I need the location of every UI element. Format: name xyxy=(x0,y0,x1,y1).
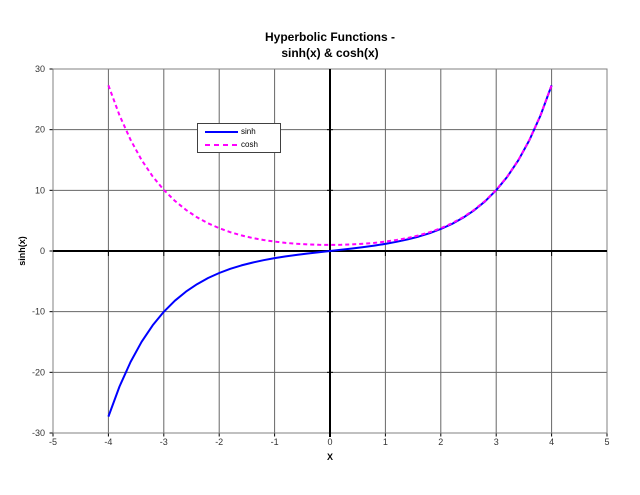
y-tick-label: -10 xyxy=(32,307,45,317)
legend-label-sinh: sinh xyxy=(241,126,256,136)
x-axis-label: X xyxy=(326,452,333,462)
sinh-series-line xyxy=(107,85,553,417)
x-tick-label: 4 xyxy=(549,437,554,447)
x-tick-label: 1 xyxy=(383,437,388,447)
x-tick-label: 3 xyxy=(494,437,499,447)
y-tick-label: -20 xyxy=(32,367,45,377)
y-tick-label: -30 xyxy=(32,428,45,438)
y-tick-label: 20 xyxy=(35,125,45,135)
y-tick-label: 0 xyxy=(40,246,45,256)
x-tick-label: -2 xyxy=(215,437,223,447)
chart-title-line2: sinh(x) & cosh(x) xyxy=(281,46,379,60)
x-tick-label: -4 xyxy=(104,437,112,447)
legend-item-sinh: sinh xyxy=(205,125,276,138)
cosh-line-sample-icon xyxy=(205,143,238,146)
cosh-series-line xyxy=(107,84,553,246)
y-tick-label: 30 xyxy=(35,64,45,74)
chart-title: Hyperbolic Functions - sinh(x) & cosh(x) xyxy=(53,29,607,61)
x-tick-label: 0 xyxy=(327,437,332,447)
legend-label-cosh: cosh xyxy=(241,139,258,149)
y-tick-label: 10 xyxy=(35,185,45,195)
x-tick-label: 2 xyxy=(438,437,443,447)
chart-title-line1: Hyperbolic Functions - xyxy=(264,30,395,44)
y-axis-label: sinh(x) xyxy=(17,236,27,266)
x-tick-label: -1 xyxy=(271,437,279,447)
legend-item-cosh: cosh xyxy=(205,138,276,151)
x-tick-label: -3 xyxy=(160,437,168,447)
sinh-line-sample-icon xyxy=(205,130,238,133)
x-tick-label: 5 xyxy=(604,437,609,447)
x-tick-label: -5 xyxy=(49,437,57,447)
legend: sinh cosh xyxy=(197,123,281,153)
